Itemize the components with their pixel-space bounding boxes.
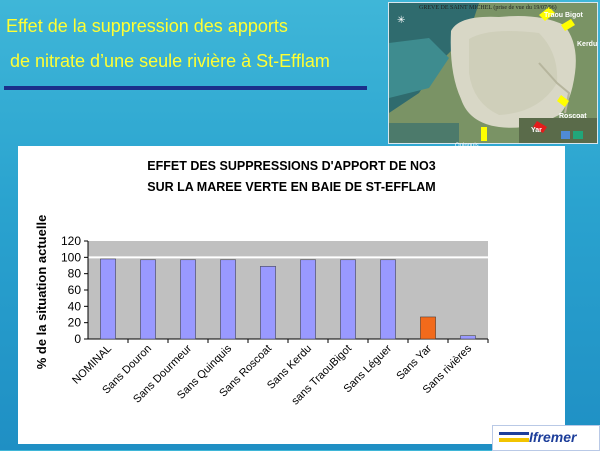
chart-title-line2: SUR LA MAREE VERTE EN BAIE DE ST-EFFLAM xyxy=(147,180,436,194)
bar xyxy=(420,316,436,340)
slide-title-line2: de nitrate d’une seule rivière à St-Effl… xyxy=(10,51,330,71)
bar xyxy=(220,259,236,340)
y-axis-label: % de la situation actuelle xyxy=(34,215,49,370)
title-underline xyxy=(4,86,367,90)
bar xyxy=(260,266,276,340)
bar xyxy=(180,259,196,340)
y-tick-label: 40 xyxy=(68,299,82,313)
label-traou-bigot: Traou Bigot xyxy=(544,12,583,19)
x-tick-label: Sans Yar xyxy=(394,342,434,382)
bar xyxy=(140,259,156,340)
bar xyxy=(340,259,356,340)
photo-caption: GREVE DE SAINT MICHEL (prise de vue du 1… xyxy=(419,5,557,11)
svg-text:✳: ✳ xyxy=(397,15,405,26)
y-tick-label: 20 xyxy=(68,316,82,330)
ifremer-logo: Ifremer xyxy=(492,425,600,451)
chart-title-line1: EFFET DES SUPPRESSIONS D'APPORT DE NO3 xyxy=(147,159,436,173)
y-tick-label: 0 xyxy=(74,332,81,346)
bar xyxy=(300,259,316,340)
aerial-photo-image: ✳ xyxy=(389,3,597,143)
slide-title-line1: Effet de la suppression des apports xyxy=(6,16,288,36)
aerial-photo: ✳ GREVE DE SAINT MICHEL (prise de vue du… xyxy=(388,2,598,144)
y-tick-label: 120 xyxy=(61,234,81,248)
y-tick-label: 60 xyxy=(68,283,82,297)
y-tick-label: 80 xyxy=(68,267,82,281)
label-roscoat: Roscoat xyxy=(559,113,587,120)
bar xyxy=(100,258,116,340)
y-tick-label: 100 xyxy=(61,250,81,264)
bar xyxy=(460,335,476,340)
label-kerdu: Kerdu xyxy=(577,41,598,48)
bar xyxy=(380,259,396,340)
label-yar: Yar xyxy=(531,127,542,134)
chart-panel: EFFET DES SUPPRESSIONS D'APPORT DE NO3 S… xyxy=(18,146,565,444)
ifremer-logo-text: Ifremer xyxy=(529,429,577,445)
